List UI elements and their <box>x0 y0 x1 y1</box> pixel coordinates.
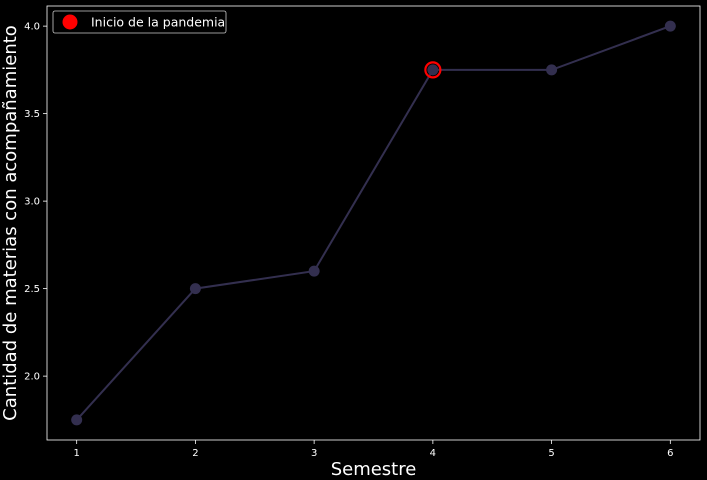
highlight-point <box>424 61 442 79</box>
y-axis-title: Cantidad de materias con acompañamiento <box>0 25 21 421</box>
y-tick-label: 2.5 <box>24 284 40 295</box>
plot-area <box>46 5 701 441</box>
x-tick-label: 3 <box>311 448 317 459</box>
x-tick-label: 4 <box>430 448 436 459</box>
data-point <box>664 20 676 32</box>
legend-box <box>52 10 227 34</box>
x-tick-label: 6 <box>667 448 673 459</box>
data-point <box>427 64 439 76</box>
series-line <box>75 25 671 421</box>
legend: Inicio de la pandemia <box>52 10 227 34</box>
data-point <box>546 64 558 76</box>
y-tick-label: 3.0 <box>24 197 40 208</box>
data-point <box>71 414 83 426</box>
x-tick-label: 5 <box>548 448 554 459</box>
data-point <box>308 265 320 277</box>
y-tick-label: 2.0 <box>24 372 40 383</box>
y-tick-label: 3.5 <box>24 109 40 120</box>
y-tick-label: 4.0 <box>24 22 40 33</box>
x-tick-label: 2 <box>192 448 198 459</box>
legend-marker <box>62 14 78 30</box>
x-tick-label: 1 <box>73 448 79 459</box>
legend-label: Inicio de la pandemia <box>91 15 225 30</box>
x-axis-title: Semestre <box>331 459 417 480</box>
data-point <box>189 283 201 295</box>
